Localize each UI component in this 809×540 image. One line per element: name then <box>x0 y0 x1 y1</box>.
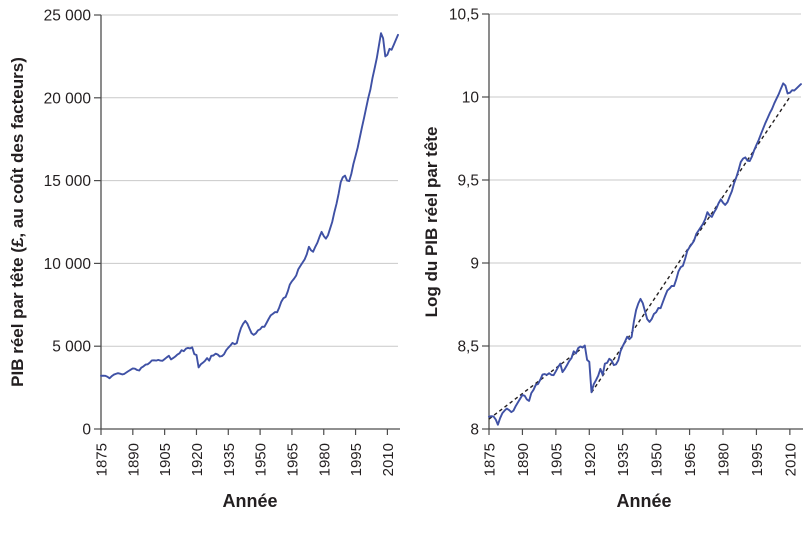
y-tick-label: 9,5 <box>457 173 479 190</box>
right-chart: 8 8,5 9 9,5 10 10,5 1875 1890 1905 1920 1935 1950 19… <box>449 7 803 476</box>
left-x-axis-title: Année <box>222 491 278 511</box>
x-tick-label: 1965 <box>284 443 301 476</box>
x-tick-label: 1995 <box>348 443 365 476</box>
y-tick-label: 10 <box>462 90 480 107</box>
y-tick-label: 8,5 <box>457 339 479 356</box>
left-y-axis-title: PIB réel par tête (£, au coût des facteu… <box>8 57 27 387</box>
x-tick-label: 1995 <box>749 443 766 476</box>
x-tick-label: 1935 <box>221 443 238 476</box>
right-y-axis-title: Log du PIB réel par tête <box>422 126 441 318</box>
trend-dashed-line <box>488 345 586 420</box>
y-tick-label: 20 000 <box>44 90 92 107</box>
x-tick-label: 1890 <box>125 443 142 476</box>
y-tick-label: 5 000 <box>52 339 91 356</box>
x-tick-label: 2010 <box>782 443 799 476</box>
x-tick-label: 2010 <box>380 443 397 476</box>
x-tick-label: 1890 <box>515 443 532 476</box>
y-tick-label: 9 <box>470 256 479 273</box>
right-x-axis-title: Année <box>616 491 672 511</box>
x-tick-label: 1935 <box>615 443 632 476</box>
x-tick-label: 1905 <box>157 443 174 476</box>
left-chart: 0 5 000 10 000 15 000 20 000 25 000 1875 1890 19… <box>44 8 400 476</box>
x-tick-label: 1965 <box>682 443 699 476</box>
y-tick-label: 10 000 <box>44 256 92 273</box>
y-tick-label: 25 000 <box>44 8 92 25</box>
y-tick-label: 15 000 <box>44 173 92 190</box>
y-tick-label: 10,5 <box>449 7 479 24</box>
x-tick-label: 1950 <box>649 443 666 476</box>
x-tick-label: 1905 <box>548 443 565 476</box>
x-tick-label: 1875 <box>482 443 499 476</box>
left-series-line <box>100 32 399 380</box>
x-tick-label: 1920 <box>189 443 206 476</box>
x-tick-label: 1980 <box>716 443 733 476</box>
y-tick-label: 8 <box>470 422 479 439</box>
x-tick-label: 1980 <box>316 443 333 476</box>
x-tick-label: 1920 <box>582 443 599 476</box>
x-tick-label: 1875 <box>94 443 111 476</box>
y-tick-label: 0 <box>82 422 91 439</box>
right-series-line <box>488 82 802 426</box>
x-tick-label: 1950 <box>253 443 270 476</box>
